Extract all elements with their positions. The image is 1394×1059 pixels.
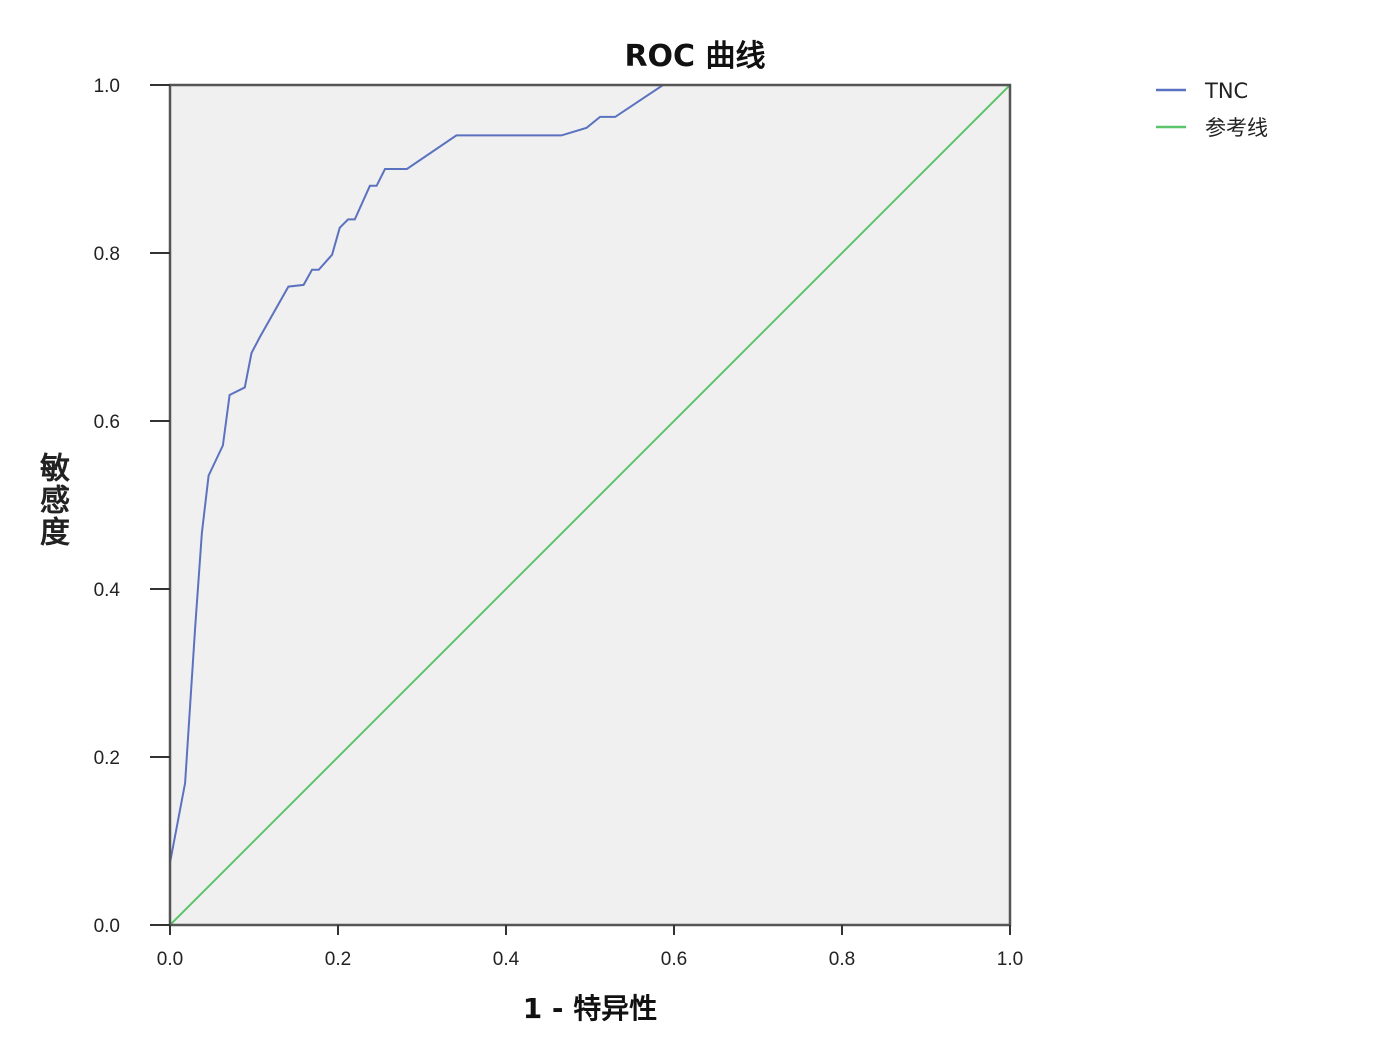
- chart-title: ROC 曲线: [624, 39, 765, 74]
- legend-label: 参考线: [1205, 116, 1268, 140]
- x-tick-label: 0.6: [661, 949, 687, 970]
- y-tick-label: 0.6: [94, 412, 120, 433]
- x-tick-label: 1.0: [997, 949, 1023, 970]
- y-tick-label: 0.0: [94, 916, 120, 937]
- y-axis-label: 敏感度: [34, 452, 69, 548]
- y-tick-label: 1.0: [94, 76, 120, 97]
- series-layer: [169, 84, 1011, 926]
- plot-frame: [168, 83, 1012, 927]
- x-tick-label: 0.8: [829, 949, 855, 970]
- x-tick-label: 0.0: [157, 949, 183, 970]
- series-line-tnc: [169, 84, 1010, 863]
- legend-label: TNC: [1204, 79, 1248, 103]
- legend: TNC 参考线: [1156, 79, 1268, 140]
- x-tick-label: 0.2: [325, 949, 351, 970]
- x-axis-label: 1 - 特异性: [523, 992, 658, 1025]
- y-tick-label: 0.8: [94, 244, 120, 265]
- y-tick-label: 0.2: [94, 748, 120, 769]
- y-tick-label: 0.4: [94, 580, 121, 601]
- axes-layer: 0.0 0.2 0.4 0.6 0.8 1.0 0.0 0.2 0.4 0.6 0.8 1.0: [94, 76, 1024, 970]
- x-tick-label: 0.4: [493, 949, 520, 970]
- series-line-reference: [169, 84, 1011, 926]
